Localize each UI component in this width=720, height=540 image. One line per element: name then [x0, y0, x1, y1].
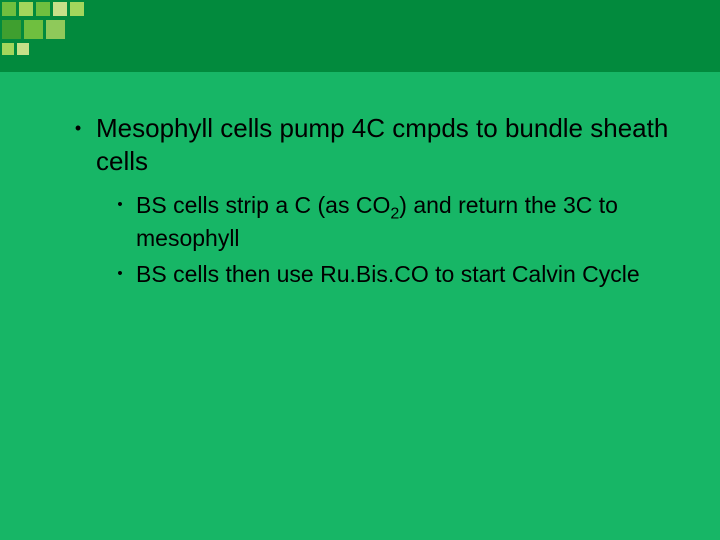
decor-square	[2, 20, 21, 39]
sub-bullet-list: •BS cells strip a C (as CO2) and return …	[60, 191, 680, 289]
sub-bullet-text: BS cells strip a C (as CO2) and return t…	[136, 191, 680, 252]
decor-square	[46, 20, 65, 39]
decor-square	[36, 2, 50, 16]
slide: • Mesophyll cells pump 4C cmpds to bundl…	[0, 0, 720, 540]
decor-square	[2, 2, 16, 16]
decor-square	[53, 2, 67, 16]
sub-bullet-text: BS cells then use Ru.Bis.CO to start Cal…	[136, 260, 640, 289]
bullet-icon: •	[104, 260, 136, 289]
slide-content: • Mesophyll cells pump 4C cmpds to bundl…	[0, 112, 720, 297]
sub-bullet-row: •BS cells then use Ru.Bis.CO to start Ca…	[104, 260, 680, 289]
header-band	[0, 0, 720, 72]
decor-square	[24, 20, 43, 39]
bullet-icon: •	[104, 191, 136, 220]
decor-square	[19, 2, 33, 16]
decor-square	[70, 2, 84, 16]
sub-bullet-row: •BS cells strip a C (as CO2) and return …	[104, 191, 680, 252]
decor-square	[17, 43, 29, 55]
decor-square	[2, 43, 14, 55]
main-bullet-text: Mesophyll cells pump 4C cmpds to bundle …	[96, 112, 680, 177]
bullet-icon: •	[60, 112, 96, 145]
main-bullet-row: • Mesophyll cells pump 4C cmpds to bundl…	[60, 112, 680, 177]
